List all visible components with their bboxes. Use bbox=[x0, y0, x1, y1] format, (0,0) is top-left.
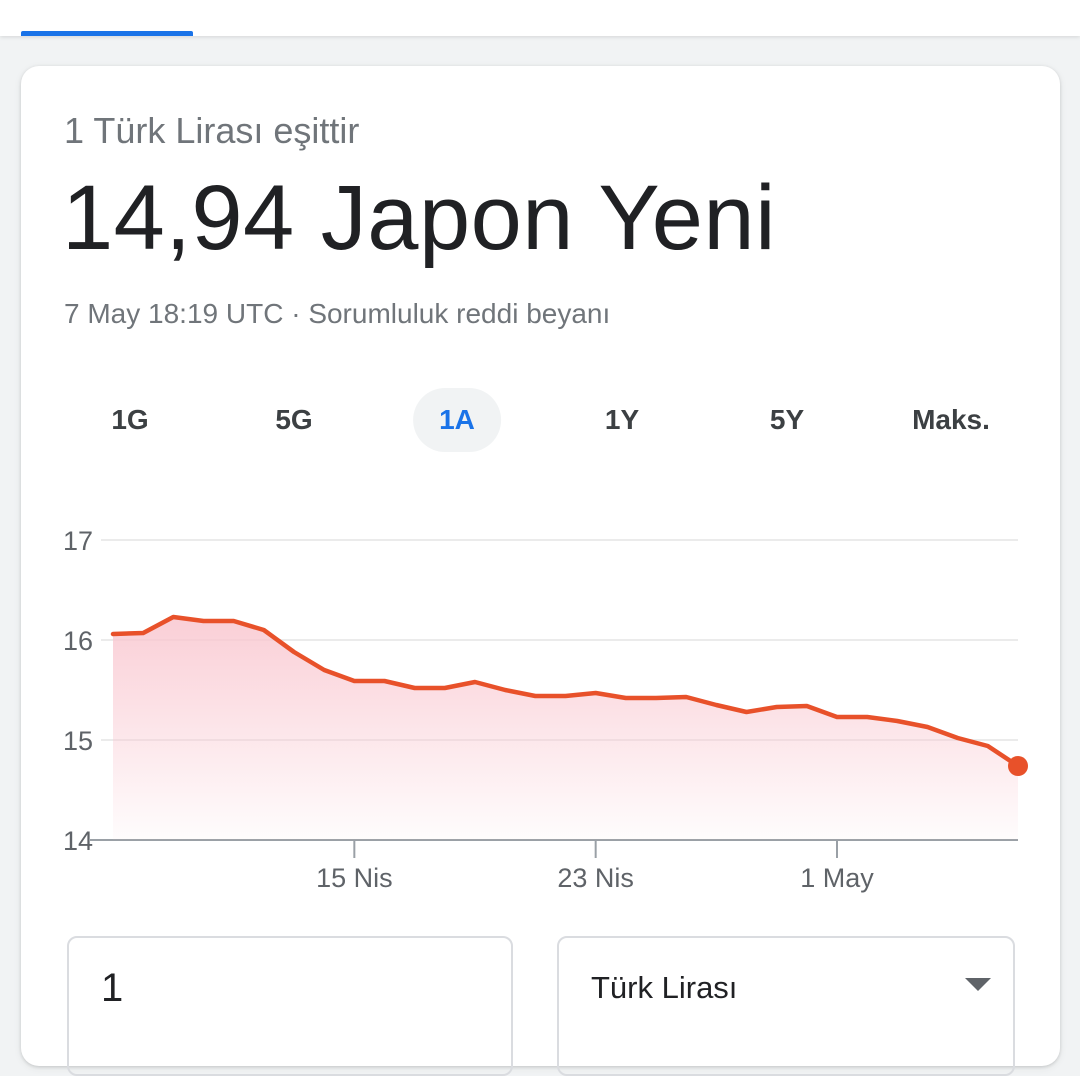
x-tick-label: 15 Nis bbox=[316, 863, 393, 893]
y-tick-label: 17 bbox=[63, 526, 93, 556]
currency-select-value: Türk Lirası bbox=[591, 970, 738, 1005]
conversion-subtitle: 1 Türk Lirası eşittir bbox=[64, 110, 360, 151]
y-tick-label: 15 bbox=[63, 726, 93, 756]
amount-value: 1 bbox=[101, 966, 124, 1010]
range-button-max[interactable]: Maks. bbox=[912, 404, 990, 435]
timestamp-row: 7 May 18:19 UTC · Sorumluluk reddi beyan… bbox=[64, 298, 610, 330]
exchange-rate-chart[interactable]: 14 15 16 17 15 Nis 23 Nis 1 May bbox=[21, 496, 1060, 936]
y-tick-label: 16 bbox=[63, 626, 93, 656]
range-button-5y[interactable]: 5Y bbox=[769, 404, 805, 435]
timestamp: 7 May 18:19 UTC bbox=[64, 298, 284, 329]
top-tab-bar bbox=[0, 0, 1080, 36]
range-button-5g[interactable]: 5G bbox=[275, 404, 313, 435]
conversion-result: 14,94 Japon Yeni bbox=[62, 167, 777, 269]
x-tick-label: 1 May bbox=[800, 863, 874, 893]
area-fill bbox=[113, 617, 1018, 840]
active-tab-indicator bbox=[21, 31, 193, 36]
amount-input[interactable]: 1 bbox=[67, 936, 513, 1076]
dropdown-caret-icon bbox=[965, 978, 991, 991]
disclaimer-link[interactable]: Sorumluluk reddi beyanı bbox=[308, 298, 611, 329]
x-tick-label: 23 Nis bbox=[557, 863, 634, 893]
currency-card: 1 Türk Lirası eşittir 14,94 Japon Yeni 7… bbox=[21, 66, 1060, 1076]
time-range-selector: 1G 5G 1A 1Y 5Y Maks. bbox=[65, 388, 1050, 452]
y-tick-label: 14 bbox=[63, 826, 93, 856]
currency-select[interactable]: Türk Lirası bbox=[557, 936, 1015, 1076]
range-button-1g[interactable]: 1G bbox=[111, 404, 149, 435]
last-point-marker bbox=[1008, 756, 1028, 776]
separator: · bbox=[283, 298, 309, 329]
range-button-1a[interactable]: 1A bbox=[413, 388, 501, 452]
series-line bbox=[110, 614, 1021, 769]
range-button-1y[interactable]: 1Y bbox=[604, 404, 640, 435]
